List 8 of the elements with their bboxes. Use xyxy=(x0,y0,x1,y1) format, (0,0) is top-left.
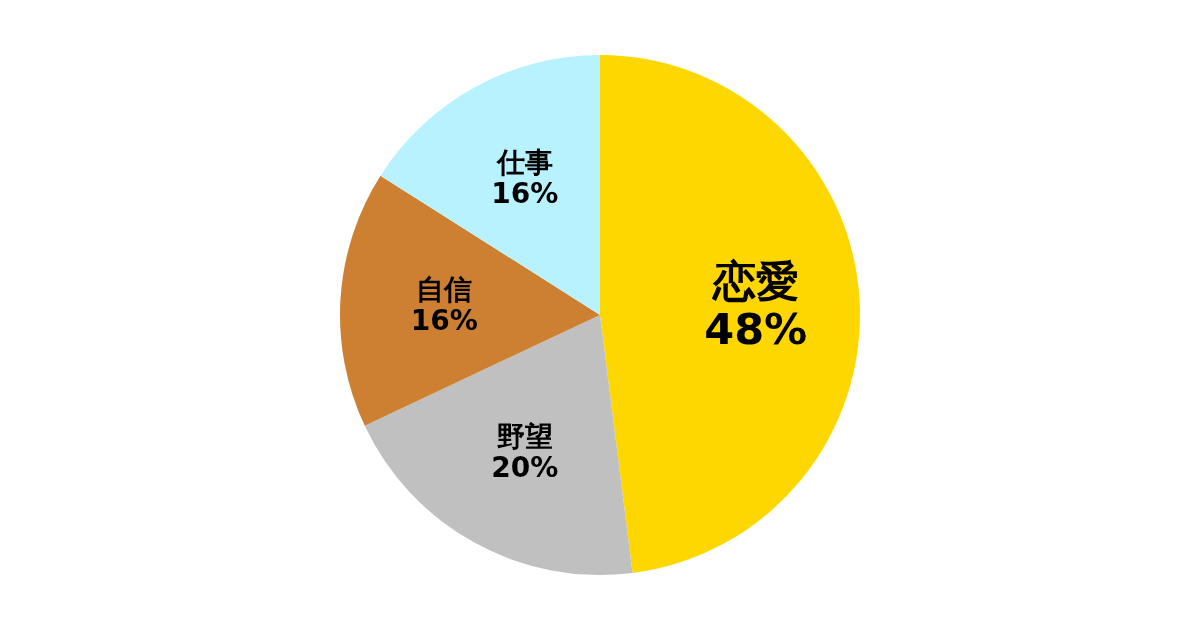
data-label: 48% xyxy=(704,304,808,355)
data-label: 20% xyxy=(491,450,559,484)
data-label: 16% xyxy=(410,304,478,338)
slice-label: 野望 xyxy=(496,419,553,453)
slice-label: 自信 xyxy=(416,273,473,307)
slice-label: 仕事 xyxy=(494,146,553,180)
data-label: 16% xyxy=(491,177,559,211)
slice-label: 恋愛 xyxy=(710,256,799,307)
